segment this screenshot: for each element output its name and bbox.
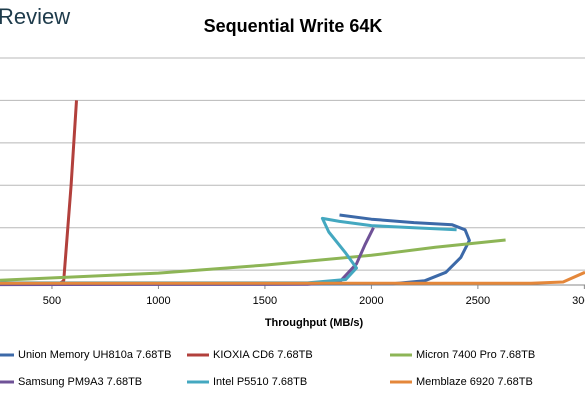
series-line (0, 270, 585, 285)
x-tick-label: 500 (43, 295, 61, 307)
legend-label: Samsung PM9A3 7.68TB (18, 376, 142, 388)
series-line (0, 216, 457, 285)
x-tick-label: 1500 (253, 295, 277, 307)
series-line (0, 238, 506, 282)
logo-text: Review (0, 4, 70, 29)
x-tick-label: 1000 (146, 295, 170, 307)
series-line (0, 227, 375, 287)
legend-label: Micron 7400 Pro 7.68TB (416, 349, 535, 361)
x-tick-label: 2500 (466, 295, 490, 307)
legend-label: Memblaze 6920 7.68TB (416, 376, 533, 388)
x-tick-label: 2000 (359, 295, 383, 307)
legend-label: KIOXIA CD6 7.68TB (213, 349, 313, 361)
x-axis-title: Throughput (MB/s) (265, 317, 364, 329)
series-line (0, 213, 471, 286)
series-line (0, 100, 78, 285)
chart-title: Sequential Write 64K (204, 16, 383, 36)
legend-label: Union Memory UH810a 7.68TB (18, 349, 171, 361)
legend-label: Intel P5510 7.68TB (213, 376, 307, 388)
x-tick-label: 3000 (572, 295, 585, 307)
